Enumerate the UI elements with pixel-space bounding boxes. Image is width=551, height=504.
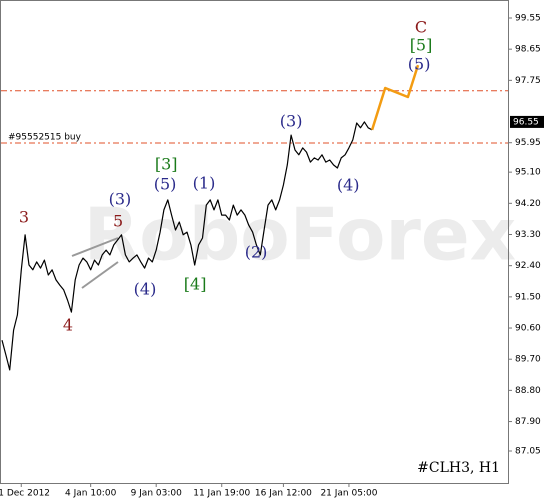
wave-label: (2) bbox=[245, 242, 268, 261]
plot-frame bbox=[0, 0, 509, 484]
y-tick-label: 94.20 bbox=[515, 199, 541, 209]
wave-label: (3) bbox=[280, 111, 303, 130]
y-tick-label: 93.30 bbox=[515, 230, 541, 240]
symbol-label: #CLH3, H1 bbox=[417, 460, 500, 476]
watermark: RoboForex bbox=[84, 193, 516, 277]
y-tick-label: 87.05 bbox=[515, 447, 541, 457]
wave-label: (5) bbox=[408, 55, 431, 74]
level-label: #95552515 buy bbox=[8, 133, 82, 143]
y-tick-label: 99.55 bbox=[515, 14, 541, 24]
y-tick-label: 91.50 bbox=[515, 292, 541, 302]
wave-label: 5 bbox=[113, 212, 123, 231]
y-tick-label: 90.60 bbox=[515, 324, 541, 334]
y-tick-label: 95.95 bbox=[515, 138, 541, 148]
wave-label: [5] bbox=[410, 36, 433, 55]
y-tick-label: 92.40 bbox=[515, 261, 541, 271]
triangle-line bbox=[71, 237, 119, 257]
x-tick-label: 16 Jan 12:00 bbox=[255, 489, 312, 499]
wave-label: (4) bbox=[337, 176, 360, 195]
triangle-line bbox=[81, 261, 119, 289]
last-price-box bbox=[510, 115, 544, 128]
y-tick-label: 98.65 bbox=[515, 45, 541, 55]
wave-label: (4) bbox=[134, 279, 157, 298]
price-line bbox=[370, 64, 420, 131]
wave-label: (5) bbox=[154, 174, 177, 193]
wave-label: 3 bbox=[19, 207, 29, 226]
y-tick-label: 95.10 bbox=[515, 168, 541, 178]
x-tick-label: 4 Jan 10:00 bbox=[65, 489, 117, 499]
wave-label: [3] bbox=[155, 154, 178, 173]
wave-label: (3) bbox=[109, 189, 132, 208]
wave-label: (1) bbox=[193, 173, 216, 192]
y-tick-label: 97.75 bbox=[515, 76, 541, 86]
price-line bbox=[1, 121, 373, 371]
x-tick-label: 9 Jan 03:00 bbox=[131, 489, 183, 499]
last-price-label: 96.55 bbox=[513, 117, 539, 127]
x-tick-label: 31 Dec 2012 bbox=[0, 489, 50, 499]
y-tick-label: 87.90 bbox=[515, 417, 541, 427]
y-tick-label: 89.70 bbox=[515, 355, 541, 365]
wave-label: C bbox=[415, 18, 427, 37]
x-tick-label: 21 Jan 05:00 bbox=[320, 489, 377, 499]
wave-label: 4 bbox=[63, 315, 73, 334]
wave-label: [4] bbox=[184, 275, 207, 294]
y-tick-label: 88.80 bbox=[515, 386, 541, 396]
x-tick-label: 11 Jan 19:00 bbox=[193, 489, 250, 499]
